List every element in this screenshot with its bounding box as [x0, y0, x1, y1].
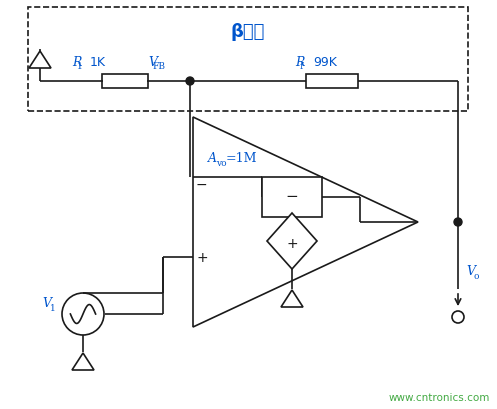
Polygon shape	[281, 290, 303, 307]
Polygon shape	[72, 353, 94, 370]
Text: =1M: =1M	[226, 152, 257, 164]
Text: vo: vo	[216, 159, 227, 168]
Text: f: f	[300, 62, 303, 71]
Text: +: +	[196, 250, 208, 264]
Polygon shape	[193, 118, 418, 327]
Bar	[28, 8, 468, 112]
Circle shape	[186, 78, 194, 86]
Text: FB: FB	[153, 62, 166, 71]
Text: V: V	[148, 56, 157, 69]
Polygon shape	[29, 52, 51, 69]
Bar	[102, 75, 148, 89]
Text: www.cntronics.com: www.cntronics.com	[389, 392, 490, 402]
Text: R: R	[72, 56, 82, 69]
Text: 1: 1	[50, 303, 56, 312]
Circle shape	[452, 311, 464, 323]
Text: 1: 1	[77, 62, 83, 71]
Text: V: V	[42, 296, 51, 309]
Circle shape	[62, 293, 104, 335]
Text: 1K: 1K	[90, 56, 106, 69]
Text: +: +	[286, 236, 298, 250]
Bar	[262, 178, 322, 218]
Text: A: A	[208, 152, 217, 164]
Text: V: V	[466, 264, 475, 277]
Polygon shape	[267, 213, 317, 270]
Text: β网络: β网络	[231, 23, 265, 41]
Text: −: −	[286, 189, 298, 204]
Circle shape	[454, 218, 462, 227]
Text: 99K: 99K	[313, 56, 337, 69]
Text: −: −	[196, 178, 208, 191]
Bar	[306, 75, 358, 89]
Text: o: o	[474, 271, 480, 280]
Text: R: R	[295, 56, 304, 69]
